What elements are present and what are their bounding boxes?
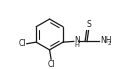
Text: Cl: Cl: [47, 60, 55, 69]
Text: H: H: [75, 43, 79, 48]
Text: NH: NH: [100, 36, 112, 45]
Text: Cl: Cl: [18, 39, 26, 48]
Text: S: S: [87, 20, 92, 29]
Text: 2: 2: [107, 41, 111, 46]
Text: N: N: [75, 36, 80, 45]
